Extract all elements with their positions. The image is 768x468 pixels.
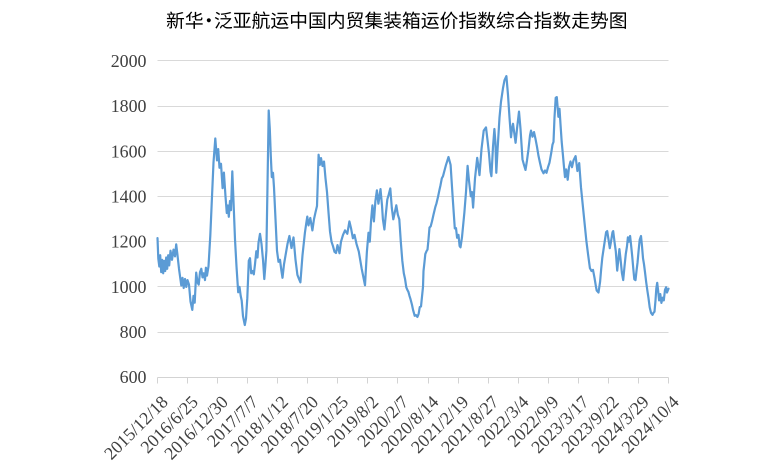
svg-text:1200: 1200	[111, 232, 147, 252]
svg-text:1600: 1600	[111, 141, 147, 161]
svg-text:1000: 1000	[111, 277, 147, 297]
svg-text:1800: 1800	[111, 96, 147, 116]
svg-text:800: 800	[120, 322, 147, 342]
svg-text:600: 600	[120, 367, 147, 387]
svg-text:1400: 1400	[111, 187, 147, 207]
svg-text:2000: 2000	[111, 51, 147, 71]
